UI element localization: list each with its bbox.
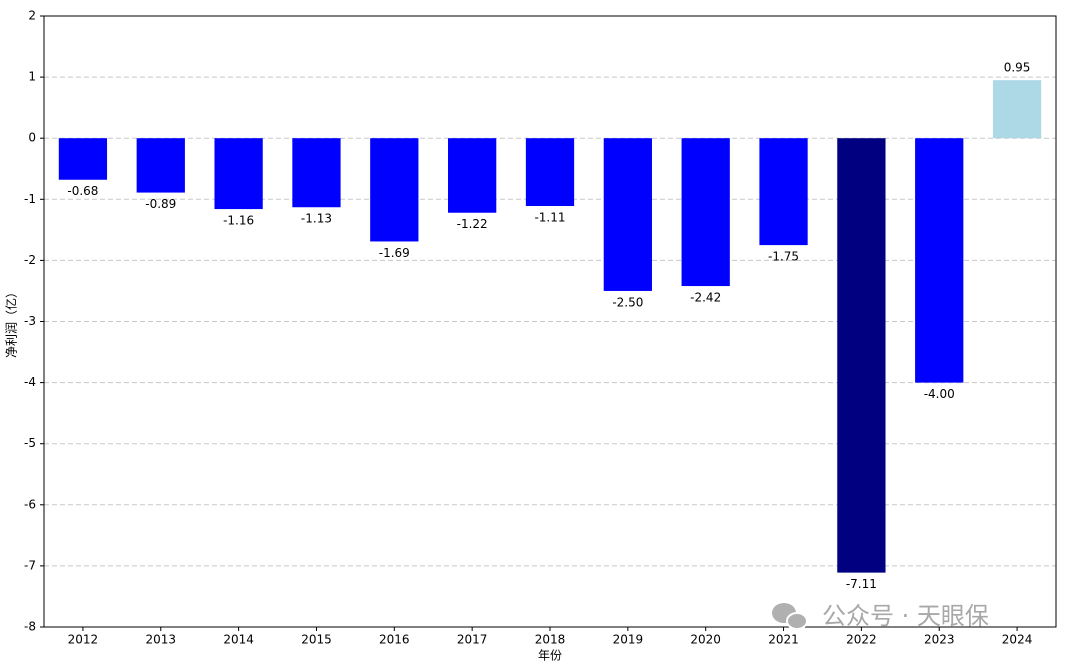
value-label: -2.50 xyxy=(612,295,643,309)
value-label: -1.22 xyxy=(457,217,488,231)
y-tick-label: -1 xyxy=(24,192,36,206)
y-tick-label: 1 xyxy=(28,70,36,84)
value-label: -0.68 xyxy=(67,184,98,198)
y-axis-label: 净利润（亿） xyxy=(4,286,19,358)
value-label: 0.95 xyxy=(1004,61,1031,75)
value-label: -1.75 xyxy=(768,250,799,264)
value-label: -0.89 xyxy=(145,197,176,211)
bar xyxy=(136,138,185,193)
y-tick-label: 0 xyxy=(28,131,36,145)
watermark-icon xyxy=(772,603,808,630)
x-tick-label: 2013 xyxy=(145,633,176,647)
y-tick-label: -8 xyxy=(24,620,36,634)
watermark: 公众号 · 天眼保 xyxy=(822,602,989,630)
bar xyxy=(214,138,263,210)
value-label: -1.11 xyxy=(534,211,565,225)
x-axis-label: 年份 xyxy=(538,649,562,661)
y-tick-label: -4 xyxy=(24,375,36,389)
plot-frame xyxy=(43,15,1057,628)
value-label: -4.00 xyxy=(924,387,955,401)
bar xyxy=(681,138,730,287)
value-label: -1.16 xyxy=(223,214,254,228)
bar xyxy=(837,138,886,573)
bar xyxy=(58,138,108,180)
x-tick-label: 2014 xyxy=(223,633,254,647)
bar xyxy=(915,138,964,383)
x-tick-label: 2021 xyxy=(768,633,799,647)
value-label: -1.69 xyxy=(379,246,410,260)
y-tick-label: -6 xyxy=(24,497,36,511)
x-tick-label: 2017 xyxy=(457,633,488,647)
bar xyxy=(448,138,497,213)
value-label: -7.11 xyxy=(846,577,877,591)
value-label: -2.42 xyxy=(690,291,721,305)
x-tick-label: 2016 xyxy=(379,633,410,647)
bar xyxy=(759,138,808,246)
bar xyxy=(370,138,419,242)
y-tick-label: -2 xyxy=(24,253,36,267)
x-tick-label: 2024 xyxy=(1002,633,1033,647)
x-tick-label: 2023 xyxy=(924,633,955,647)
y-tick-label: 2 xyxy=(28,9,36,23)
y-tick-label: -7 xyxy=(24,558,36,572)
y-tick-label: -3 xyxy=(24,314,36,328)
x-tick-label: 2018 xyxy=(535,633,566,647)
bar xyxy=(992,80,1042,139)
x-tick-label: 2019 xyxy=(613,633,644,647)
x-tick-label: 2012 xyxy=(68,633,99,647)
value-label: -1.13 xyxy=(301,212,332,226)
x-tick-label: 2015 xyxy=(301,633,332,647)
bar xyxy=(525,138,575,207)
bar xyxy=(603,138,652,291)
bar xyxy=(292,138,341,208)
x-tick-label: 2022 xyxy=(846,633,877,647)
x-tick-label: 2020 xyxy=(690,633,721,647)
y-tick-label: -5 xyxy=(24,436,36,450)
